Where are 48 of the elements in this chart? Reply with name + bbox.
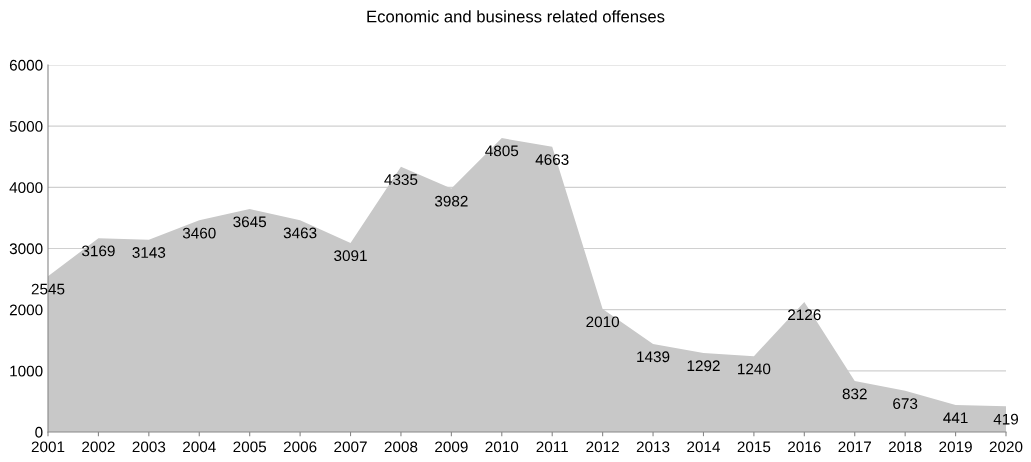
y-tick-label: 2000 [9, 304, 43, 316]
y-tick-label: 6000 [9, 59, 43, 71]
data-label: 3982 [434, 195, 468, 207]
x-tick-label: 2016 [788, 441, 821, 453]
data-label: 4335 [384, 174, 418, 186]
data-label: 3169 [82, 245, 115, 257]
y-tick-label: 0 [35, 426, 43, 438]
data-label: 2010 [586, 316, 620, 328]
data-label: 3091 [334, 250, 367, 262]
data-label: 441 [943, 412, 968, 424]
x-tick-label: 2014 [687, 441, 721, 453]
x-tick-label: 2002 [82, 441, 115, 453]
x-tick-label: 2015 [737, 441, 771, 453]
x-tick-label: 2005 [233, 441, 267, 453]
x-tick-label: 2018 [888, 441, 922, 453]
y-tick-label: 4000 [9, 182, 43, 194]
x-tick-label: 2008 [384, 441, 418, 453]
data-label: 2545 [31, 283, 65, 295]
x-tick-label: 2012 [586, 441, 619, 453]
data-label: 673 [893, 398, 918, 409]
x-tick-label: 2007 [334, 441, 367, 453]
data-label: 3645 [233, 216, 267, 228]
x-tick-label: 2006 [283, 441, 317, 453]
x-tick-label: 2001 [31, 441, 65, 453]
data-label: 3463 [283, 227, 317, 239]
data-label: 2126 [788, 309, 821, 321]
data-label: 3460 [182, 227, 216, 239]
data-label: 1292 [687, 360, 720, 372]
data-label: 3143 [132, 247, 166, 258]
data-label: 419 [993, 413, 1019, 425]
x-tick-label: 2019 [939, 441, 972, 453]
x-tick-label: 2020 [989, 441, 1023, 453]
data-label: 832 [842, 388, 867, 400]
x-tick-label: 2010 [485, 441, 519, 453]
x-tick-label: 2009 [435, 441, 468, 453]
chart-title: Economic and business related offenses [367, 10, 665, 23]
data-label: 4663 [535, 154, 569, 165]
data-label: 1240 [738, 363, 771, 375]
x-tick-label: 2013 [636, 441, 670, 453]
x-tick-label: 2011 [536, 441, 568, 453]
x-tick-label: 2003 [132, 441, 166, 453]
data-label: 1439 [637, 351, 670, 363]
y-tick-label: 1000 [10, 365, 43, 377]
x-tick-label: 2017 [838, 441, 871, 453]
data-label: 4805 [485, 145, 519, 157]
y-tick-label: 5000 [9, 121, 43, 132]
y-tick-label: 3000 [9, 243, 43, 255]
x-tick-label: 2004 [183, 441, 216, 453]
